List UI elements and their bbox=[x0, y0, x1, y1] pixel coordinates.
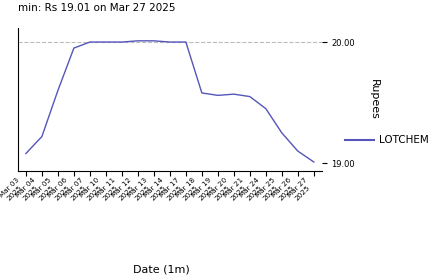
Y-axis label: Rupees: Rupees bbox=[369, 79, 379, 119]
LOTCHEM bbox=[87, 40, 93, 44]
LOTCHEM bbox=[103, 40, 109, 44]
LOTCHEM bbox=[119, 40, 125, 44]
Line: LOTCHEM: LOTCHEM bbox=[26, 41, 314, 162]
LOTCHEM bbox=[23, 152, 29, 155]
LOTCHEM bbox=[135, 39, 140, 42]
LOTCHEM bbox=[311, 160, 316, 164]
LOTCHEM bbox=[71, 46, 76, 50]
LOTCHEM bbox=[167, 40, 173, 44]
Text: Date (1m): Date (1m) bbox=[133, 264, 189, 274]
LOTCHEM bbox=[295, 149, 300, 153]
Text: LOTCHEM: LOTCHEM bbox=[379, 135, 429, 145]
LOTCHEM bbox=[183, 40, 189, 44]
LOTCHEM bbox=[151, 39, 156, 42]
Text: max: Rs 20.01 on Mar 13 2025
min: Rs 19.01 on Mar 27 2025: max: Rs 20.01 on Mar 13 2025 min: Rs 19.… bbox=[18, 0, 178, 13]
LOTCHEM bbox=[231, 92, 236, 96]
LOTCHEM bbox=[263, 107, 269, 110]
LOTCHEM bbox=[279, 131, 285, 134]
LOTCHEM bbox=[247, 95, 253, 98]
LOTCHEM bbox=[199, 91, 205, 95]
LOTCHEM bbox=[215, 94, 220, 97]
LOTCHEM bbox=[39, 135, 45, 138]
LOTCHEM bbox=[55, 89, 60, 92]
